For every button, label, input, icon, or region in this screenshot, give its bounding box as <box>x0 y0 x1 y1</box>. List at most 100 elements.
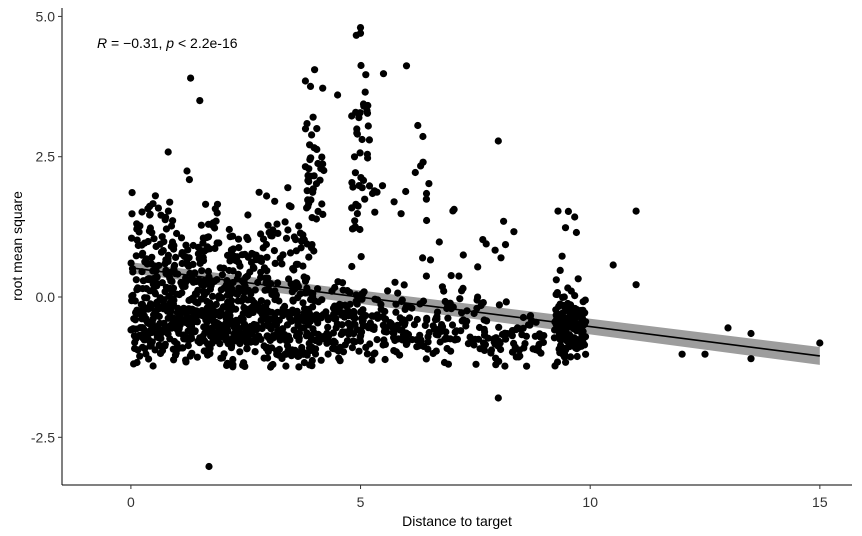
data-point <box>179 282 187 291</box>
data-point <box>747 355 755 363</box>
data-point <box>153 273 161 281</box>
data-point <box>236 340 244 348</box>
data-point <box>537 349 545 357</box>
y-tick-label: 5.0 <box>36 8 56 24</box>
data-point <box>301 349 309 357</box>
data-point <box>142 350 150 358</box>
data-point <box>509 339 518 347</box>
data-point <box>264 274 272 282</box>
data-point <box>244 211 252 219</box>
data-point <box>136 222 144 230</box>
data-point <box>246 309 254 317</box>
data-point <box>224 251 232 259</box>
data-point <box>204 220 213 228</box>
data-point <box>457 327 465 335</box>
data-point <box>241 250 249 258</box>
data-point <box>222 314 230 323</box>
data-point <box>348 344 356 352</box>
data-point <box>359 316 367 324</box>
data-point <box>581 296 589 304</box>
data-point <box>261 286 269 294</box>
data-point <box>175 311 183 319</box>
data-point <box>268 344 276 352</box>
data-point <box>299 299 307 307</box>
p-value-text: < 2.2e-16 <box>174 35 238 51</box>
data-point <box>459 316 467 324</box>
data-point <box>319 210 327 218</box>
data-point <box>331 283 339 292</box>
data-point <box>419 158 427 166</box>
data-point <box>224 326 232 335</box>
data-point <box>571 213 579 221</box>
data-point <box>373 336 381 344</box>
data-point <box>358 135 366 144</box>
data-point <box>311 66 319 74</box>
data-point <box>329 304 338 312</box>
data-point <box>368 312 376 320</box>
data-point <box>553 290 561 299</box>
data-point <box>344 306 352 314</box>
data-point <box>356 149 364 157</box>
data-point <box>206 350 214 358</box>
data-point <box>567 317 575 325</box>
data-point <box>567 301 575 309</box>
data-point <box>286 314 294 322</box>
data-point <box>424 338 432 346</box>
data-point <box>169 217 177 225</box>
data-point <box>195 276 203 284</box>
data-point <box>298 236 306 244</box>
data-point <box>156 349 165 358</box>
data-point <box>556 331 564 339</box>
data-point <box>308 131 316 139</box>
data-point <box>144 205 152 213</box>
data-point <box>229 361 237 369</box>
data-point <box>141 258 149 266</box>
x-axis-ticks: 0 5 10 15 <box>127 485 828 510</box>
data-point <box>364 122 372 130</box>
data-point <box>295 222 303 230</box>
data-point <box>378 182 387 190</box>
data-point <box>557 341 565 349</box>
data-point <box>214 331 222 339</box>
data-point <box>204 314 212 322</box>
data-point <box>260 342 268 350</box>
y-tick-label: 0.0 <box>36 289 56 305</box>
data-point <box>284 184 292 192</box>
data-point <box>250 264 258 272</box>
data-point <box>294 260 302 268</box>
data-point <box>481 328 489 336</box>
data-point <box>303 329 311 337</box>
data-point <box>155 312 163 321</box>
data-point <box>136 352 144 360</box>
data-point <box>226 257 234 265</box>
data-point <box>408 336 416 344</box>
data-point <box>257 268 265 276</box>
data-point <box>292 236 300 244</box>
data-point <box>209 292 217 300</box>
data-point <box>334 278 342 286</box>
data-point <box>305 253 313 261</box>
data-point <box>293 279 301 287</box>
data-point <box>520 344 528 352</box>
data-point <box>248 296 256 304</box>
data-point <box>295 336 303 344</box>
data-point <box>250 337 258 345</box>
data-point <box>161 288 169 296</box>
data-point <box>156 328 164 336</box>
data-point <box>213 200 222 208</box>
data-point <box>175 344 183 352</box>
data-point <box>290 266 298 274</box>
data-point <box>146 211 154 219</box>
data-point <box>515 353 523 361</box>
data-point <box>251 286 259 294</box>
data-point <box>187 74 195 82</box>
data-point <box>293 307 301 315</box>
data-point <box>274 308 282 316</box>
data-point <box>234 297 242 305</box>
data-point <box>157 248 166 256</box>
data-point <box>200 347 208 355</box>
data-point <box>386 319 394 327</box>
data-point <box>150 281 158 289</box>
data-point <box>350 153 359 161</box>
